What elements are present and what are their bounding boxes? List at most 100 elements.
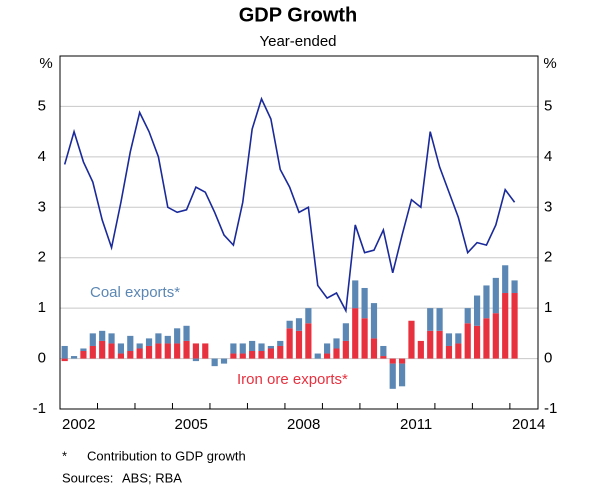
bar: [427, 330, 434, 359]
bar: [380, 345, 387, 357]
bar: [399, 358, 406, 364]
bar: [370, 338, 378, 359]
bar: [408, 320, 415, 359]
bar: [464, 323, 471, 359]
bar: [267, 345, 274, 349]
bar: [370, 303, 378, 339]
bar: [136, 348, 143, 359]
bar: [155, 343, 162, 359]
y-unit: %: [39, 55, 52, 72]
y-tick-label: 5: [38, 97, 46, 114]
bar: [267, 348, 274, 359]
bar: [455, 333, 462, 344]
y2-tick-label: 4: [544, 148, 552, 165]
bar: [473, 295, 481, 326]
bar: [174, 328, 181, 344]
bar: [389, 358, 396, 364]
y2-tick-label: 5: [544, 97, 552, 114]
bar: [295, 318, 303, 331]
y2-tick-label: 2: [544, 249, 552, 266]
bar: [155, 333, 162, 344]
bar: [445, 333, 453, 346]
bar: [117, 353, 125, 359]
plot-frame: [59, 55, 539, 410]
bar: [324, 343, 331, 354]
bar: [239, 343, 246, 354]
bar: [502, 265, 509, 294]
bar: [249, 351, 256, 359]
y-tick-label: 1: [38, 299, 46, 316]
bar: [436, 308, 443, 331]
bar: [361, 318, 368, 359]
bar: [352, 280, 359, 309]
bar: [286, 328, 293, 359]
y-tick-label: 0: [38, 350, 46, 367]
bar: [502, 293, 509, 359]
bar: [108, 343, 115, 359]
bar: [361, 287, 368, 319]
bar: [192, 358, 199, 362]
bar: [445, 345, 453, 359]
bar: [211, 358, 218, 367]
bar: [220, 358, 228, 364]
bar: [258, 343, 265, 352]
bar: [277, 345, 284, 359]
sources-text: ABS; RBA: [122, 470, 182, 485]
bar: [417, 340, 424, 359]
bar: [483, 285, 490, 319]
bar: [61, 358, 68, 362]
bar: [352, 308, 359, 359]
bar: [464, 308, 471, 324]
bar: [61, 345, 68, 359]
bar: [99, 330, 106, 341]
bar: [89, 345, 96, 359]
y-tick-label: -1: [33, 400, 46, 417]
bar: [427, 308, 434, 331]
bar: [127, 351, 134, 359]
footnote-marker: *: [62, 448, 67, 463]
bar: [305, 308, 312, 324]
y-tick-label: 2: [38, 249, 46, 266]
bar: [399, 363, 406, 387]
gdp-line: [63, 96, 516, 314]
bar: [108, 333, 115, 344]
bar: [164, 343, 171, 359]
bar: [249, 340, 256, 352]
coal-label: Coal exports*: [90, 284, 180, 301]
bar: [436, 330, 443, 359]
iron-label: Iron ore exports*: [237, 371, 348, 388]
bar: [183, 325, 190, 341]
chart-title: GDP Growth: [239, 4, 358, 26]
bar: [455, 343, 462, 359]
footnote-text: Contribution to GDP growth: [87, 448, 246, 463]
bar: [99, 340, 106, 359]
bar: [286, 320, 293, 329]
bar: [174, 343, 181, 359]
sources-label: Sources:: [62, 470, 113, 485]
y2-tick-label: 0: [544, 350, 552, 367]
x-tick-label: 2011: [400, 416, 432, 433]
chart-subtitle: Year-ended: [259, 33, 336, 50]
bar: [473, 325, 481, 359]
bar: [164, 335, 171, 344]
bar: [314, 353, 321, 359]
bar: [202, 343, 209, 359]
bar: [117, 343, 125, 354]
bar: [239, 353, 246, 359]
y-tick-label: 3: [38, 198, 46, 215]
bar: [183, 340, 190, 359]
bar: [511, 280, 518, 294]
bar: [230, 353, 237, 359]
x-tick-label: 2014: [512, 416, 545, 433]
y2-tick-label: 3: [544, 198, 552, 215]
bar: [145, 338, 153, 346]
bar: [305, 323, 312, 359]
bar: [127, 335, 134, 352]
bar: [70, 356, 78, 359]
bar: [380, 356, 387, 359]
x-tick-label: 2008: [287, 416, 320, 433]
bar: [295, 330, 303, 359]
bar: [342, 340, 349, 359]
